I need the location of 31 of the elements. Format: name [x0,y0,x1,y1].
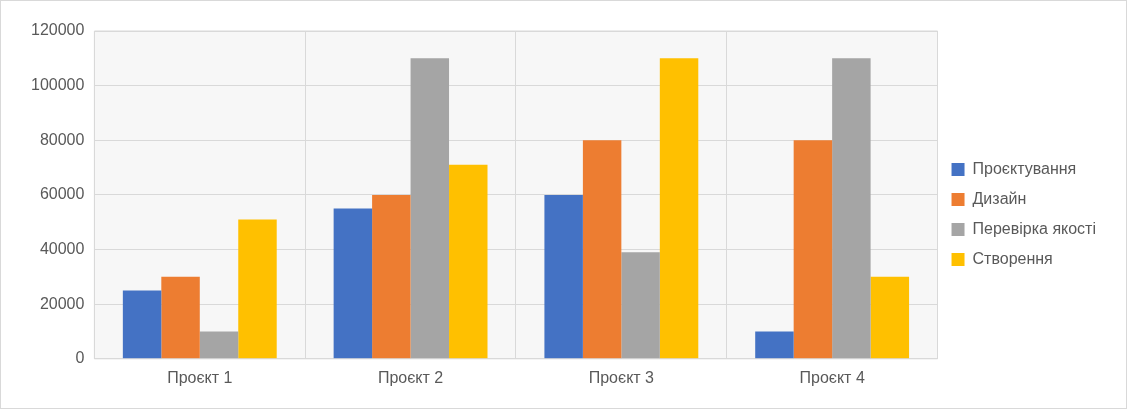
y-tick-label: 100000 [31,76,85,94]
legend-label: Перевірка якості [972,219,1096,237]
legend-label: Проєктування [972,159,1077,177]
y-tick-label: 60000 [39,185,85,203]
x-tick-label: Проєкт 4 [799,368,865,386]
legend-label: Створення [972,249,1053,267]
y-tick-label: 0 [75,349,85,367]
bar [199,331,239,359]
bar [793,140,833,359]
bar [544,194,583,359]
y-tick-label: 120000 [31,21,85,39]
bar [333,208,373,359]
bar [410,58,450,359]
y-tick-label: 20000 [39,294,85,312]
bar [161,276,200,359]
x-tick-label: Проєкт 2 [377,368,444,386]
bar [449,164,488,359]
y-tick-label: 40000 [39,239,85,257]
y-tick-label: 80000 [39,130,85,148]
bar [659,58,699,359]
bar [122,290,162,359]
bar [582,140,622,359]
bar [238,219,277,359]
bar [832,58,871,359]
x-tick-label: Проєкт 1 [167,368,233,386]
bar [621,252,660,359]
legend-label: Дизайн [972,189,1027,207]
bar [870,276,910,359]
x-tick-label: Проєкт 3 [588,368,655,386]
bar [372,194,411,359]
bar [755,331,794,359]
